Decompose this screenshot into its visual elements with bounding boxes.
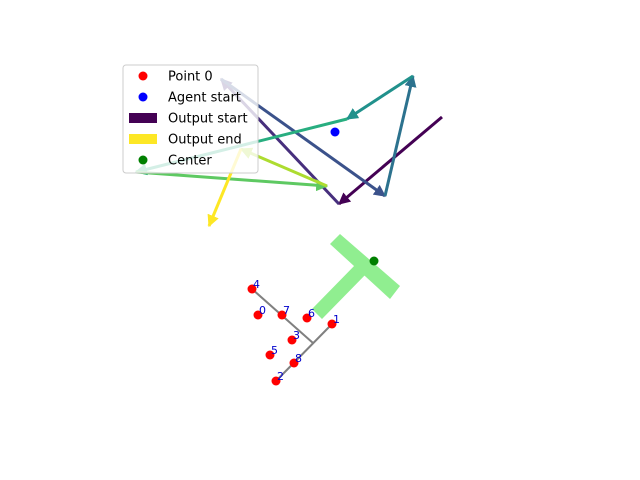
legend-label-output-end: Output end — [168, 133, 242, 148]
skeleton-line-1 — [275, 323, 333, 382]
trajectory-arrow-4 — [345, 74, 414, 121]
legend-swatch-output-end — [129, 134, 157, 144]
legend-label-center: Center — [168, 154, 212, 169]
trajectory-arrow-0 — [338, 115, 443, 206]
keypoint-label-2: 2 — [277, 370, 284, 383]
legend-label-agent-start: Agent start — [168, 91, 241, 106]
region-part-0 — [312, 262, 368, 319]
keypoint-label-5: 5 — [271, 344, 278, 357]
keypoint-label-7: 7 — [283, 304, 290, 317]
legend-swatch-output-start — [129, 113, 157, 123]
region-part-1 — [330, 234, 400, 299]
keypoint-2 — [271, 376, 281, 386]
legend-swatch-center — [138, 155, 148, 165]
keypoint-8 — [289, 358, 299, 368]
trajectory-arrow-3 — [383, 74, 417, 197]
keypoint-5 — [265, 350, 275, 360]
agent-start-marker — [330, 127, 340, 137]
keypoint-1 — [327, 319, 337, 329]
legend-label-point-0: Point 0 — [168, 70, 213, 85]
keypoint-3 — [287, 335, 297, 345]
keypoint-4 — [247, 284, 257, 294]
legend-label-output-start: Output start — [168, 112, 248, 127]
keypoint-label-6: 6 — [308, 307, 315, 320]
keypoint-label-8: 8 — [295, 352, 302, 365]
legend-frame — [122, 64, 259, 174]
keypoint-label-1: 1 — [333, 313, 340, 326]
legend-swatch-agent-start — [138, 92, 148, 102]
keypoint-7 — [277, 310, 287, 320]
legend-swatch-point-0 — [138, 71, 148, 81]
legend: Point 0 Agent start Output start Output end… — [122, 64, 259, 174]
trajectory-arrow-6 — [135, 170, 329, 192]
target-region — [312, 234, 400, 319]
center-marker — [369, 256, 379, 266]
keypoint-6 — [302, 313, 312, 323]
keypoint-0 — [253, 310, 263, 320]
special-markers — [330, 127, 379, 266]
keypoint-label-0: 0 — [259, 304, 266, 317]
keypoints: 0 1 2 3 4 5 6 7 8 — [247, 278, 340, 386]
keypoint-label-4: 4 — [253, 278, 260, 291]
keypoint-label-3: 3 — [293, 329, 300, 342]
